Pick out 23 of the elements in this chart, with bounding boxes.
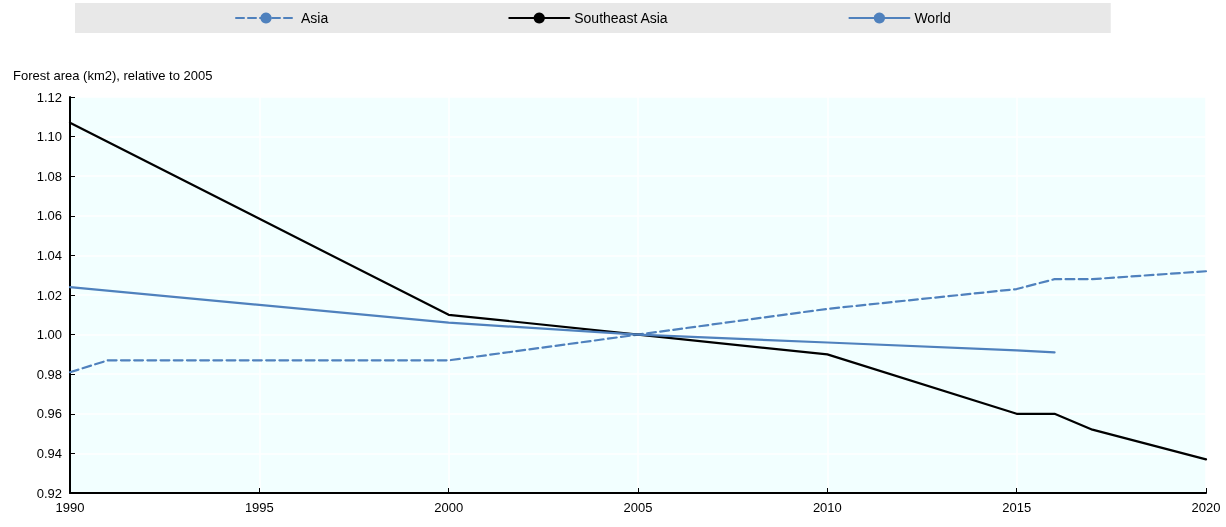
y-axis-title: Forest area (km2), relative to 2005 [13,68,213,83]
x-tick-label: 2000 [434,500,464,515]
legend-label: Asia [301,10,329,26]
y-tick-label: 0.98 [36,366,62,382]
y-tick-label: 0.96 [36,406,62,422]
y-tick-label: 1.10 [36,129,62,145]
y-tick-label: 0.92 [36,485,62,501]
x-tick-label: 1990 [55,500,85,515]
y-tick-label: 0.94 [36,445,62,461]
y-tick-label: 1.06 [36,208,62,224]
line-series [68,270,1208,374]
y-tick-label: 1.08 [36,168,62,184]
x-tick-label: 2020 [1191,500,1221,515]
y-tick-label: 1.12 [36,89,62,105]
y-tick-label: 1.00 [36,327,62,343]
x-tick-label: 2010 [812,500,842,515]
legend-label: World [914,10,951,26]
x-tick-label: 1995 [244,500,274,515]
legend-label: Southeast Asia [574,10,668,26]
x-tick-label: 2015 [1002,500,1032,515]
y-tick-label: 1.04 [36,247,62,263]
x-tick-label: 2005 [623,500,653,515]
y-tick-label: 1.02 [36,287,62,303]
